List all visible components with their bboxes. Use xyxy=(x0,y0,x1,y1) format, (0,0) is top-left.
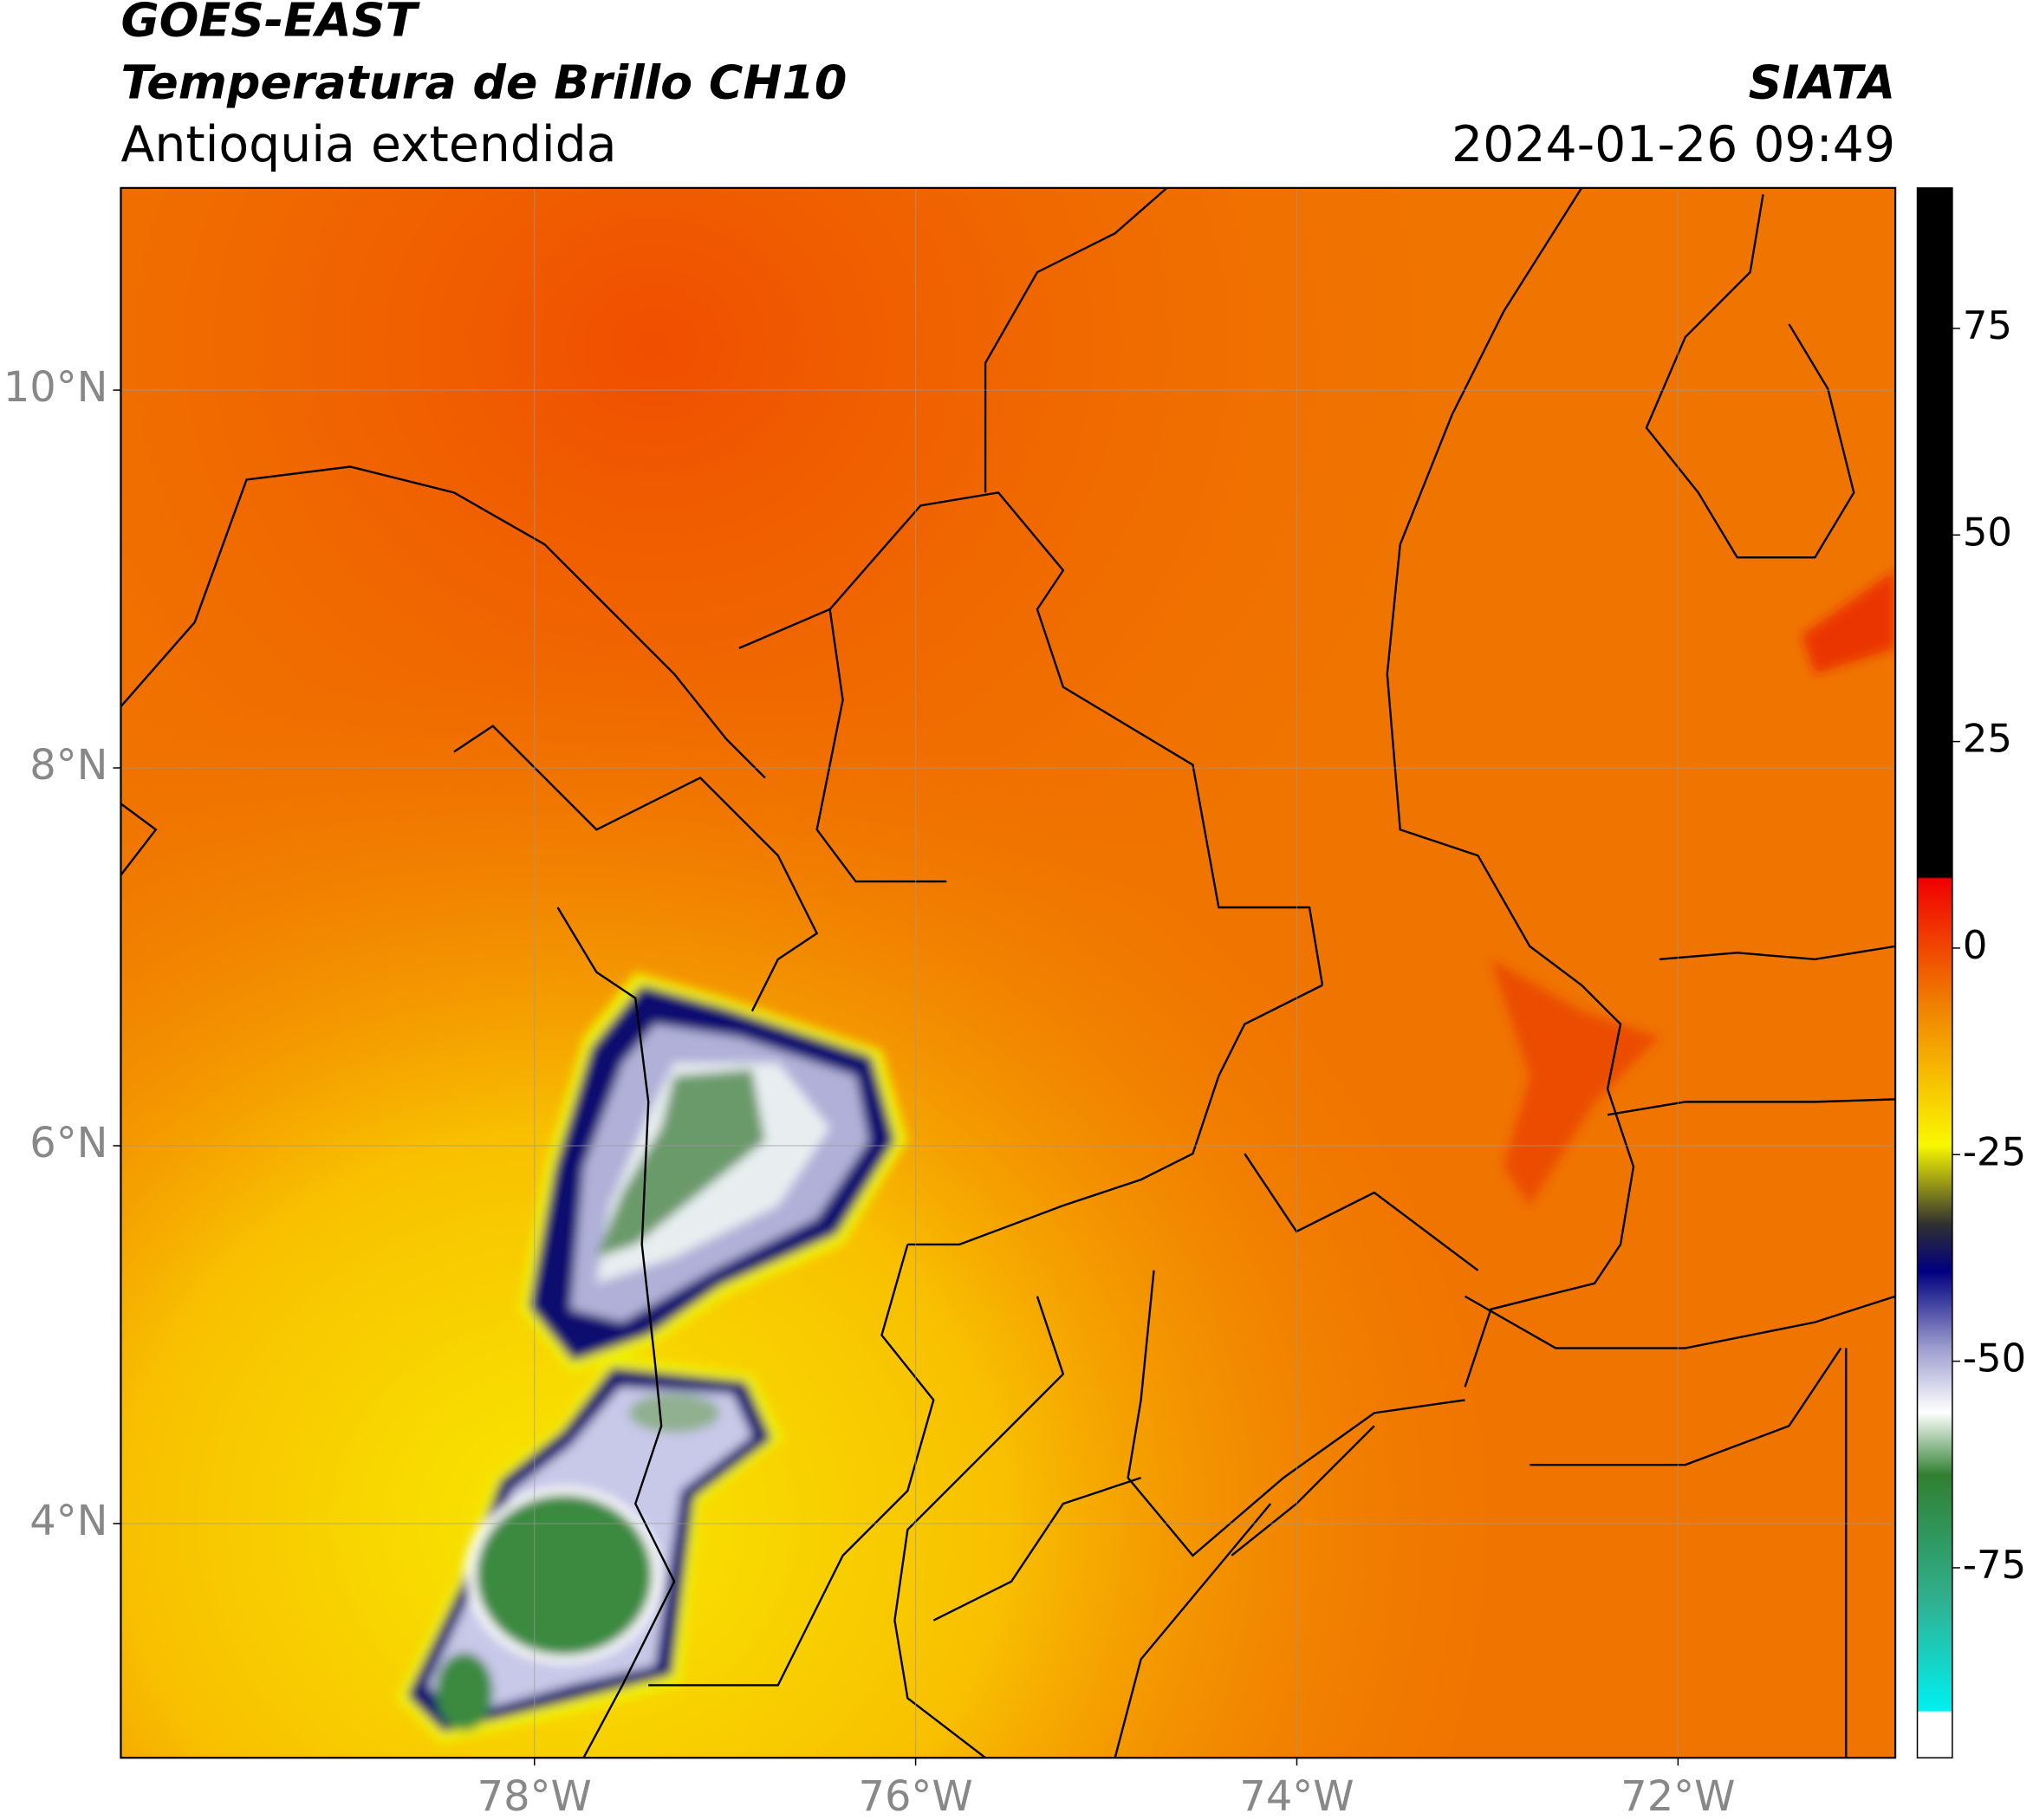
map-image xyxy=(120,187,1896,1758)
lat-tick-label: 6°N xyxy=(29,1120,107,1167)
colorbar-tick-label: -50 xyxy=(1963,1336,2026,1381)
source: SIATA xyxy=(1749,55,1896,109)
lat-tick-label: 10°N xyxy=(3,364,108,412)
lat-tick-label: 4°N xyxy=(29,1498,107,1545)
colorbar-tick-label: 50 xyxy=(1963,509,2012,555)
lon-tick-label: 78°W xyxy=(477,1773,592,1820)
colorbar xyxy=(1916,187,1953,1758)
graticule xyxy=(120,187,1896,1758)
title: GOES-EAST xyxy=(120,0,420,48)
colorbar-tick-label: 75 xyxy=(1963,302,2012,348)
colorbar-tick-label: 0 xyxy=(1963,922,1988,968)
coastlines xyxy=(120,187,1896,1758)
datetime: 2024-01-26 09:49 xyxy=(1452,116,1895,173)
lon-tick-label: 72°W xyxy=(1621,1773,1735,1820)
lat-tick-label: 8°N xyxy=(29,742,107,790)
product: Temperatura de Brillo CH10 xyxy=(120,55,847,109)
colorbar-tick-label: 25 xyxy=(1963,716,2012,762)
region: Antioquia extendida xyxy=(120,116,616,173)
colorbar-tick-label: -75 xyxy=(1963,1542,2026,1588)
map-frame xyxy=(120,186,1897,1759)
lon-tick-label: 76°W xyxy=(859,1773,973,1820)
lon-tick-label: 74°W xyxy=(1239,1773,1354,1820)
colorbar-tick-label: -25 xyxy=(1963,1128,2026,1174)
